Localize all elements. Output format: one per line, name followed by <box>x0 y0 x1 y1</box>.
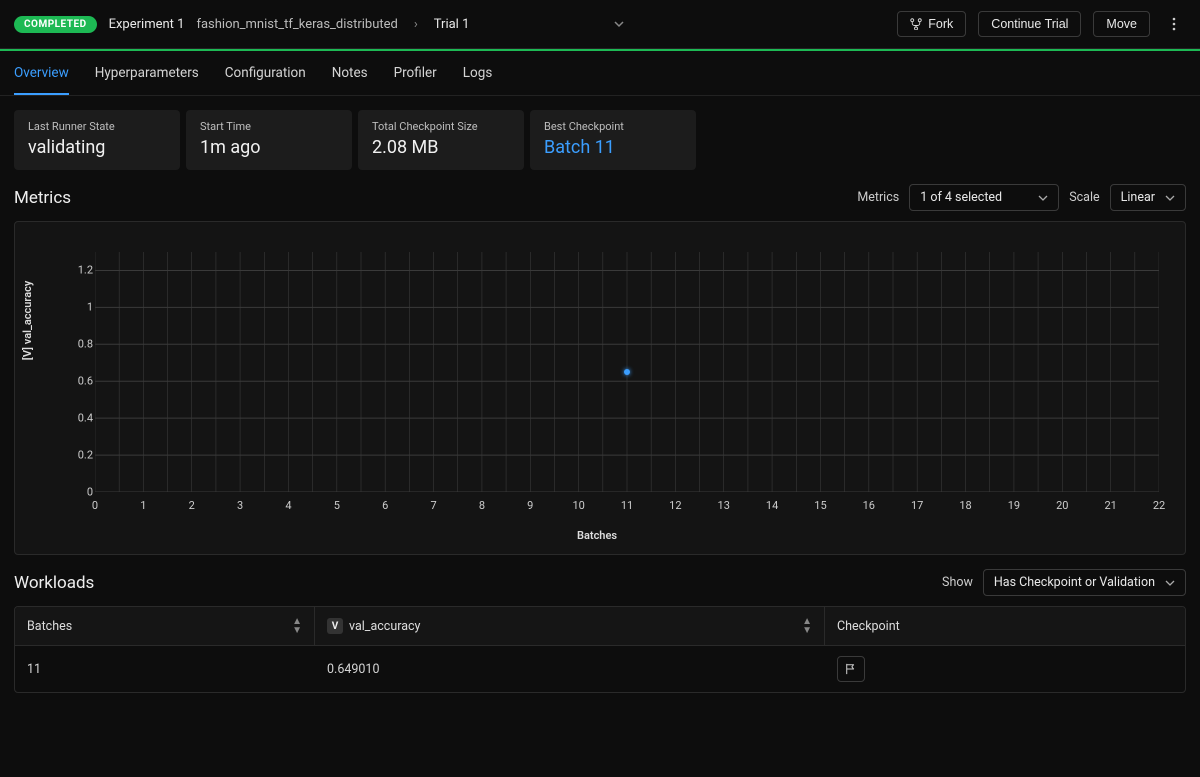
breadcrumb-experiment[interactable]: Experiment 1 <box>109 17 185 32</box>
xtick-label: 13 <box>718 499 730 512</box>
card-label: Last Runner State <box>28 120 166 133</box>
workloads-section: Workloads Show Has Checkpoint or Validat… <box>0 569 1200 707</box>
xtick-label: 9 <box>527 499 533 512</box>
card-start-time: Start Time 1m ago <box>186 110 352 170</box>
xtick-label: 21 <box>1104 499 1116 512</box>
ytick-label: 0.4 <box>73 412 93 425</box>
continue-trial-button[interactable]: Continue Trial <box>978 11 1081 37</box>
col-batches[interactable]: Batches ▲▼ <box>15 607 315 645</box>
xtick-label: 8 <box>479 499 485 512</box>
metrics-selector-label: Metrics <box>857 190 899 205</box>
xtick-label: 10 <box>572 499 584 512</box>
xtick-label: 17 <box>911 499 923 512</box>
card-label: Start Time <box>200 120 338 133</box>
chart-data-point[interactable] <box>624 369 630 375</box>
card-value-link[interactable]: Batch 11 <box>544 137 682 158</box>
workloads-table: Batches ▲▼ V val_accuracy ▲▼ Checkpoint … <box>14 606 1186 693</box>
tab-logs[interactable]: Logs <box>463 51 493 95</box>
xtick-label: 2 <box>189 499 195 512</box>
metrics-title: Metrics <box>14 188 71 208</box>
tab-profiler[interactable]: Profiler <box>394 51 437 95</box>
card-label: Best Checkpoint <box>544 120 682 133</box>
xtick-label: 0 <box>92 499 98 512</box>
card-value: 2.08 MB <box>372 137 510 158</box>
chart-plot-area[interactable] <box>95 252 1159 492</box>
chevron-down-icon[interactable] <box>613 18 625 30</box>
metrics-chart: [V] val_accuracy Batches 00.20.40.60.811… <box>14 221 1186 555</box>
status-badge: COMPLETED <box>14 16 97 33</box>
card-checkpoint-size: Total Checkpoint Size 2.08 MB <box>358 110 524 170</box>
cell-batches: 11 <box>15 646 315 692</box>
chart-xlabel: Batches <box>577 529 617 542</box>
validation-badge: V <box>327 618 343 634</box>
tab-notes[interactable]: Notes <box>332 51 368 95</box>
chevron-right-icon: › <box>414 17 418 32</box>
xtick-label: 5 <box>334 499 340 512</box>
xtick-label: 14 <box>766 499 778 512</box>
card-label: Total Checkpoint Size <box>372 120 510 133</box>
xtick-label: 11 <box>621 499 633 512</box>
xtick-label: 20 <box>1056 499 1068 512</box>
ytick-label: 0.8 <box>73 338 93 351</box>
xtick-label: 7 <box>430 499 436 512</box>
tab-overview[interactable]: Overview <box>14 51 69 95</box>
table-row[interactable]: 11 0.649010 <box>15 646 1185 692</box>
card-value: 1m ago <box>200 137 338 158</box>
card-last-runner-state: Last Runner State validating <box>14 110 180 170</box>
xtick-label: 12 <box>669 499 681 512</box>
sort-icon: ▲▼ <box>292 617 302 635</box>
fork-button[interactable]: Fork <box>897 11 966 37</box>
chevron-down-icon <box>1038 193 1048 203</box>
ytick-label: 0.6 <box>73 375 93 388</box>
scale-label: Scale <box>1069 190 1099 205</box>
col-checkpoint: Checkpoint <box>825 607 1185 645</box>
scale-selector[interactable]: Linear <box>1110 184 1186 211</box>
move-button[interactable]: Move <box>1093 11 1150 37</box>
breadcrumb-trial: Trial 1 <box>434 17 470 32</box>
ytick-label: 1.2 <box>73 264 93 277</box>
card-value: validating <box>28 137 166 158</box>
xtick-label: 1 <box>140 499 146 512</box>
xtick-label: 16 <box>863 499 875 512</box>
summary-cards: Last Runner State validating Start Time … <box>0 96 1200 184</box>
chevron-down-icon <box>1165 578 1175 588</box>
metrics-selector[interactable]: 1 of 4 selected <box>909 184 1059 211</box>
xtick-label: 19 <box>1008 499 1020 512</box>
tab-hyperparameters[interactable]: Hyperparameters <box>95 51 199 95</box>
fork-icon <box>910 18 922 30</box>
col-val-accuracy[interactable]: V val_accuracy ▲▼ <box>315 607 825 645</box>
xtick-label: 6 <box>382 499 388 512</box>
metrics-section: Metrics Metrics 1 of 4 selected Scale Li… <box>0 184 1200 569</box>
tab-bar: Overview Hyperparameters Configuration N… <box>0 51 1200 96</box>
header-bar: COMPLETED Experiment 1 fashion_mnist_tf_… <box>0 0 1200 49</box>
ytick-label: 1 <box>73 301 93 314</box>
workloads-title: Workloads <box>14 573 94 593</box>
table-header: Batches ▲▼ V val_accuracy ▲▼ Checkpoint <box>15 607 1185 646</box>
tab-configuration[interactable]: Configuration <box>225 51 306 95</box>
breadcrumb-config[interactable]: fashion_mnist_tf_keras_distributed <box>196 17 397 32</box>
chevron-down-icon <box>1165 193 1175 203</box>
cell-checkpoint <box>825 646 1185 692</box>
sort-icon: ▲▼ <box>802 617 812 635</box>
ytick-label: 0 <box>73 486 93 499</box>
flag-icon <box>845 663 857 675</box>
checkpoint-flag-button[interactable] <box>837 656 865 682</box>
card-best-checkpoint: Best Checkpoint Batch 11 <box>530 110 696 170</box>
xtick-label: 22 <box>1153 499 1165 512</box>
workloads-filter[interactable]: Has Checkpoint or Validation <box>983 569 1186 596</box>
more-menu-icon[interactable] <box>1162 10 1186 38</box>
ytick-label: 0.2 <box>73 449 93 462</box>
xtick-label: 18 <box>959 499 971 512</box>
chart-ylabel: [V] val_accuracy <box>21 281 34 361</box>
xtick-label: 15 <box>814 499 826 512</box>
xtick-label: 4 <box>285 499 291 512</box>
cell-val-accuracy: 0.649010 <box>315 646 825 692</box>
workloads-show-label: Show <box>942 575 973 590</box>
xtick-label: 3 <box>237 499 243 512</box>
